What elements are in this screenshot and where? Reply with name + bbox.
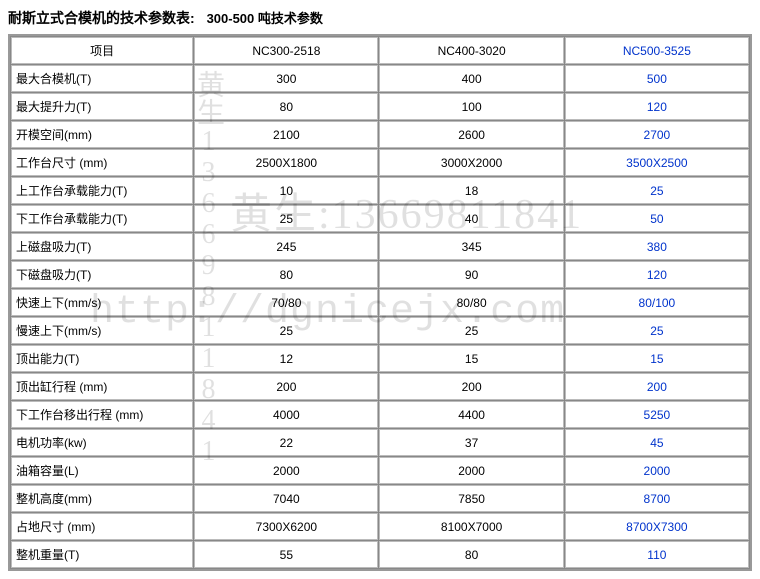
table-row: 顶出缸行程 (mm)200200200 [11,373,749,400]
row-label: 下磁盘吸力(T) [11,261,193,288]
header-col3: NC500-3525 [565,37,749,64]
table-row: 快速上下(mm/s)70/8080/8080/100 [11,289,749,316]
table-row: 慢速上下(mm/s)252525 [11,317,749,344]
row-c2: 3000X2000 [379,149,563,176]
row-c3: 5250 [565,401,749,428]
row-c2: 90 [379,261,563,288]
row-c2: 40 [379,205,563,232]
header-col2: NC400-3020 [379,37,563,64]
row-c2: 8100X7000 [379,513,563,540]
table-row: 最大提升力(T)80100120 [11,93,749,120]
row-c1: 12 [194,345,378,372]
row-c2: 15 [379,345,563,372]
table-row: 电机功率(kw)223745 [11,429,749,456]
spec-table: 项目 NC300-2518 NC400-3020 NC500-3525 最大合模… [8,34,752,571]
row-c2: 80/80 [379,289,563,316]
table-row: 整机高度(mm)704078508700 [11,485,749,512]
table-row: 整机重量(T)5580110 [11,541,749,568]
page-title: 耐斯立式合模机的技术参数表: 300-500 吨技术参数 [8,8,760,28]
row-c2: 80 [379,541,563,568]
header-row: 项目 NC300-2518 NC400-3020 NC500-3525 [11,37,749,64]
row-label: 最大提升力(T) [11,93,193,120]
row-label: 慢速上下(mm/s) [11,317,193,344]
row-c2: 4400 [379,401,563,428]
row-c2: 7850 [379,485,563,512]
row-c1: 70/80 [194,289,378,316]
row-c3: 8700 [565,485,749,512]
row-c3: 120 [565,261,749,288]
row-c2: 25 [379,317,563,344]
row-c1: 55 [194,541,378,568]
row-c3: 500 [565,65,749,92]
row-c1: 2500X1800 [194,149,378,176]
table-row: 开模空间(mm)210026002700 [11,121,749,148]
row-label: 整机重量(T) [11,541,193,568]
row-c3: 45 [565,429,749,456]
row-c1: 7300X6200 [194,513,378,540]
row-c3: 25 [565,177,749,204]
row-c2: 100 [379,93,563,120]
row-label: 最大合模机(T) [11,65,193,92]
row-label: 下工作台移出行程 (mm) [11,401,193,428]
row-c1: 80 [194,93,378,120]
row-c2: 18 [379,177,563,204]
table-row: 油箱容量(L)200020002000 [11,457,749,484]
row-c3: 25 [565,317,749,344]
row-c3: 50 [565,205,749,232]
row-label: 下工作台承载能力(T) [11,205,193,232]
row-c1: 22 [194,429,378,456]
row-label: 占地尺寸 (mm) [11,513,193,540]
table-row: 顶出能力(T)121515 [11,345,749,372]
row-c3: 2000 [565,457,749,484]
row-c3: 200 [565,373,749,400]
table-row: 上工作台承载能力(T)101825 [11,177,749,204]
table-row: 下工作台承载能力(T)254050 [11,205,749,232]
row-c1: 7040 [194,485,378,512]
row-c3: 3500X2500 [565,149,749,176]
table-row: 最大合模机(T)300400500 [11,65,749,92]
row-label: 开模空间(mm) [11,121,193,148]
row-c3: 80/100 [565,289,749,316]
row-c2: 345 [379,233,563,260]
row-c1: 25 [194,317,378,344]
row-label: 油箱容量(L) [11,457,193,484]
row-label: 电机功率(kw) [11,429,193,456]
row-c1: 10 [194,177,378,204]
row-c2: 2000 [379,457,563,484]
row-label: 顶出缸行程 (mm) [11,373,193,400]
row-label: 上磁盘吸力(T) [11,233,193,260]
row-c1: 300 [194,65,378,92]
table-row: 下工作台移出行程 (mm)400044005250 [11,401,749,428]
table-row: 占地尺寸 (mm)7300X62008100X70008700X7300 [11,513,749,540]
row-c1: 245 [194,233,378,260]
row-label: 上工作台承载能力(T) [11,177,193,204]
table-row: 工作台尺寸 (mm)2500X18003000X20003500X2500 [11,149,749,176]
row-c2: 37 [379,429,563,456]
row-c3: 110 [565,541,749,568]
row-c2: 200 [379,373,563,400]
row-label: 整机高度(mm) [11,485,193,512]
row-label: 快速上下(mm/s) [11,289,193,316]
row-c3: 120 [565,93,749,120]
row-c2: 400 [379,65,563,92]
row-c3: 8700X7300 [565,513,749,540]
row-c3: 380 [565,233,749,260]
table-row: 上磁盘吸力(T)245345380 [11,233,749,260]
row-c1: 25 [194,205,378,232]
row-c1: 2000 [194,457,378,484]
row-c1: 200 [194,373,378,400]
row-label: 顶出能力(T) [11,345,193,372]
title-main: 耐斯立式合模机的技术参数表: [8,10,195,26]
row-c1: 4000 [194,401,378,428]
header-col1: NC300-2518 [194,37,378,64]
row-c1: 2100 [194,121,378,148]
row-c3: 2700 [565,121,749,148]
table-row: 下磁盘吸力(T)8090120 [11,261,749,288]
row-c3: 15 [565,345,749,372]
row-c1: 80 [194,261,378,288]
row-label: 工作台尺寸 (mm) [11,149,193,176]
title-sub: 300-500 吨技术参数 [207,11,323,26]
header-item: 项目 [11,37,193,64]
row-c2: 2600 [379,121,563,148]
